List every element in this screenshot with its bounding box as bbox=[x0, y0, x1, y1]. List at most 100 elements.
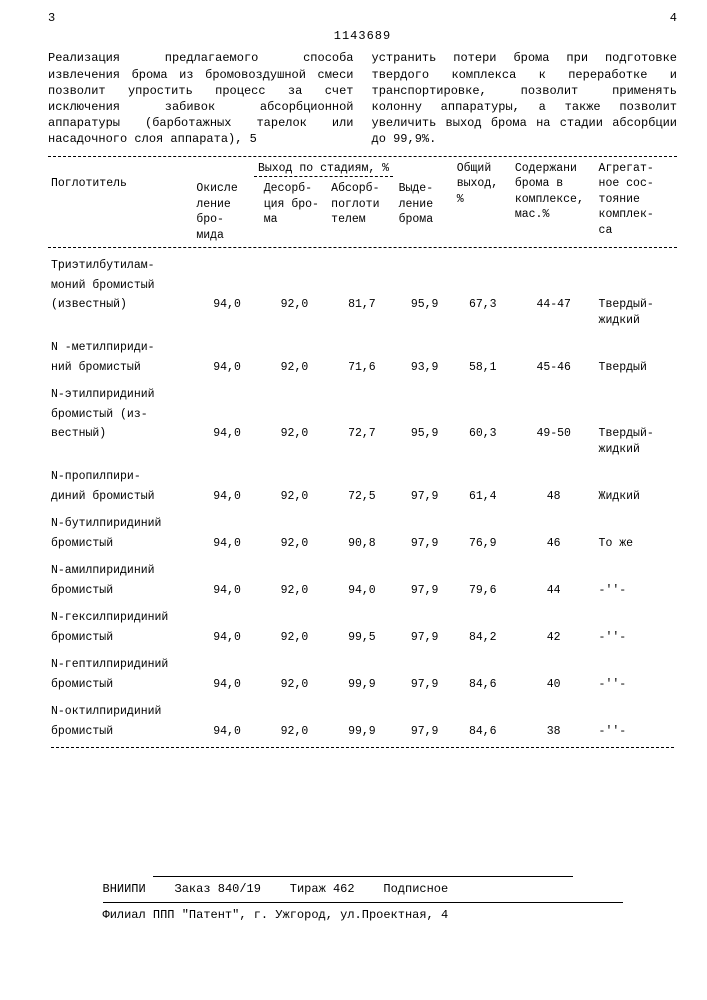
cell-c5: 58,1 bbox=[454, 358, 512, 378]
footer-line-2: Филиал ППП "Патент", г. Ужгород, ул.Прое… bbox=[103, 907, 623, 923]
absorber-name-l1: N-гептилпиридиний bbox=[48, 647, 193, 675]
cell-c1: 94,0 bbox=[193, 358, 260, 378]
left-paragraph: Реализация предлагаемого способа извлече… bbox=[48, 50, 354, 147]
absorber-name-l3: вестный) bbox=[48, 424, 193, 459]
table-row: N -метилпириди- bbox=[48, 330, 677, 358]
cell-c7: Твердый- жидкий bbox=[596, 295, 677, 330]
table-row: вестный)94,092,072,795,960,349-50Твердый… bbox=[48, 424, 677, 459]
col-stage1: Окисле ление бро- мида bbox=[193, 179, 260, 245]
cell-c7: -''- bbox=[596, 722, 677, 742]
table-row: диний бромистый94,092,072,597,961,448Жид… bbox=[48, 487, 677, 507]
cell-c4: 97,9 bbox=[396, 628, 454, 648]
cell-c7: Жидкий bbox=[596, 487, 677, 507]
cell-c3: 71,6 bbox=[328, 358, 395, 378]
table-row: бромистый94,092,094,097,979,644-''- bbox=[48, 581, 677, 601]
data-table-wrap: Поглотитель Выход по стадиям, % Общий вы… bbox=[48, 159, 677, 753]
col-stage2: Десорб- ция бро- ма bbox=[261, 179, 328, 245]
cell-c6: 38 bbox=[512, 722, 596, 742]
cell-c2: 92,0 bbox=[261, 534, 328, 554]
mid-num: 5 bbox=[250, 132, 257, 146]
cell-c6: 44-47 bbox=[512, 295, 596, 330]
cell-c7: -''- bbox=[596, 628, 677, 648]
cell-c4: 97,9 bbox=[396, 675, 454, 695]
left-column: Реализация предлагаемого способа извлече… bbox=[48, 50, 354, 147]
cell-c5: 79,6 bbox=[454, 581, 512, 601]
cell-c1: 94,0 bbox=[193, 581, 260, 601]
col-content: Содержани брома в комплексе, мас.% bbox=[512, 159, 596, 246]
cell-c5: 84,6 bbox=[454, 722, 512, 742]
data-table: Поглотитель Выход по стадиям, % Общий вы… bbox=[48, 159, 677, 753]
footer-rule-1 bbox=[153, 876, 573, 877]
table-row: Триэтилбутилам- bbox=[48, 248, 677, 276]
absorber-name-l2: бромистый bbox=[48, 722, 193, 742]
cell-c5: 84,2 bbox=[454, 628, 512, 648]
table-row: бромистый94,092,090,897,976,946То же bbox=[48, 534, 677, 554]
col-total: Общий выход, % bbox=[454, 159, 512, 246]
cell-c5: 84,6 bbox=[454, 675, 512, 695]
col-absorber: Поглотитель bbox=[48, 159, 193, 246]
footer-rule-2 bbox=[103, 902, 623, 903]
cell-c6: 44 bbox=[512, 581, 596, 601]
col-state: Агрегат- ное сос- тояние комплек- са bbox=[596, 159, 677, 246]
cell-c3: 94,0 bbox=[328, 581, 395, 601]
table-row: бромистый94,092,099,997,984,640-''- bbox=[48, 675, 677, 695]
right-column: устранить потери брома при подготовке тв… bbox=[372, 50, 678, 147]
cell-c4: 97,9 bbox=[396, 722, 454, 742]
absorber-name-l1: N-амилпиридиний bbox=[48, 553, 193, 581]
cell-c1: 94,0 bbox=[193, 534, 260, 554]
cell-c2: 92,0 bbox=[261, 581, 328, 601]
cell-c4: 95,9 bbox=[396, 424, 454, 459]
cell-c5: 76,9 bbox=[454, 534, 512, 554]
absorber-name-l2: бромистый bbox=[48, 581, 193, 601]
cell-c6: 49-50 bbox=[512, 424, 596, 459]
cell-c3: 99,9 bbox=[328, 722, 395, 742]
cell-c7: Твердый bbox=[596, 358, 677, 378]
table-row: бромистый (из- bbox=[48, 405, 677, 425]
table-body: Триэтилбутилам-моний бромистый(известный… bbox=[48, 245, 677, 752]
page-num-right: 4 bbox=[670, 10, 677, 26]
page-num-left: 3 bbox=[48, 10, 55, 26]
cell-c3: 72,5 bbox=[328, 487, 395, 507]
absorber-name-l2: ний бромистый bbox=[48, 358, 193, 378]
cell-c4: 95,9 bbox=[396, 295, 454, 330]
col-stage4: Выде- ление брома bbox=[396, 179, 454, 245]
cell-c2: 92,0 bbox=[261, 424, 328, 459]
table-row: ний бромистый94,092,071,693,958,145-46Тв… bbox=[48, 358, 677, 378]
cell-c6: 40 bbox=[512, 675, 596, 695]
cell-c6: 42 bbox=[512, 628, 596, 648]
cell-c6: 48 bbox=[512, 487, 596, 507]
page-number-row: 3 4 bbox=[48, 10, 677, 26]
absorber-name-l1: N-этилпиридиний bbox=[48, 377, 193, 405]
cell-c7: -''- bbox=[596, 581, 677, 601]
cell-c7: Твердый- жидкий bbox=[596, 424, 677, 459]
table-row: моний бромистый bbox=[48, 276, 677, 296]
page-container: 3 4 1143689 Реализация предлагаемого спо… bbox=[0, 0, 707, 953]
absorber-name-l2: моний бромистый bbox=[48, 276, 193, 296]
cell-c2: 92,0 bbox=[261, 295, 328, 330]
cell-c3: 99,9 bbox=[328, 675, 395, 695]
cell-c4: 97,9 bbox=[396, 534, 454, 554]
absorber-name-l1: N-гексилпиридиний bbox=[48, 600, 193, 628]
absorber-name-l2: бромистый bbox=[48, 628, 193, 648]
absorber-name-l3: (известный) bbox=[48, 295, 193, 330]
cell-c2: 92,0 bbox=[261, 358, 328, 378]
cell-c3: 72,7 bbox=[328, 424, 395, 459]
absorber-name-l1: N-октилпиридиний bbox=[48, 694, 193, 722]
cell-c1: 94,0 bbox=[193, 675, 260, 695]
cell-c4: 97,9 bbox=[396, 581, 454, 601]
text-columns: Реализация предлагаемого способа извлече… bbox=[48, 50, 677, 147]
cell-c3: 99,5 bbox=[328, 628, 395, 648]
col-stages: Выход по стадиям, % bbox=[193, 159, 453, 180]
cell-c1: 94,0 bbox=[193, 487, 260, 507]
table-row: бромистый94,092,099,997,984,638-''- bbox=[48, 722, 677, 742]
absorber-name-l1: N-бутилпиридиний bbox=[48, 506, 193, 534]
table-row: N-гептилпиридиний bbox=[48, 647, 677, 675]
cell-c7: То же bbox=[596, 534, 677, 554]
cell-c6: 46 bbox=[512, 534, 596, 554]
table-row: N-пропилпири- bbox=[48, 459, 677, 487]
table-row: N-бутилпиридиний bbox=[48, 506, 677, 534]
col-stage3: Абсорб- поглоти телем bbox=[328, 179, 395, 245]
cell-c4: 97,9 bbox=[396, 487, 454, 507]
table-row: (известный)94,092,081,795,967,344-47Твер… bbox=[48, 295, 677, 330]
cell-c4: 93,9 bbox=[396, 358, 454, 378]
